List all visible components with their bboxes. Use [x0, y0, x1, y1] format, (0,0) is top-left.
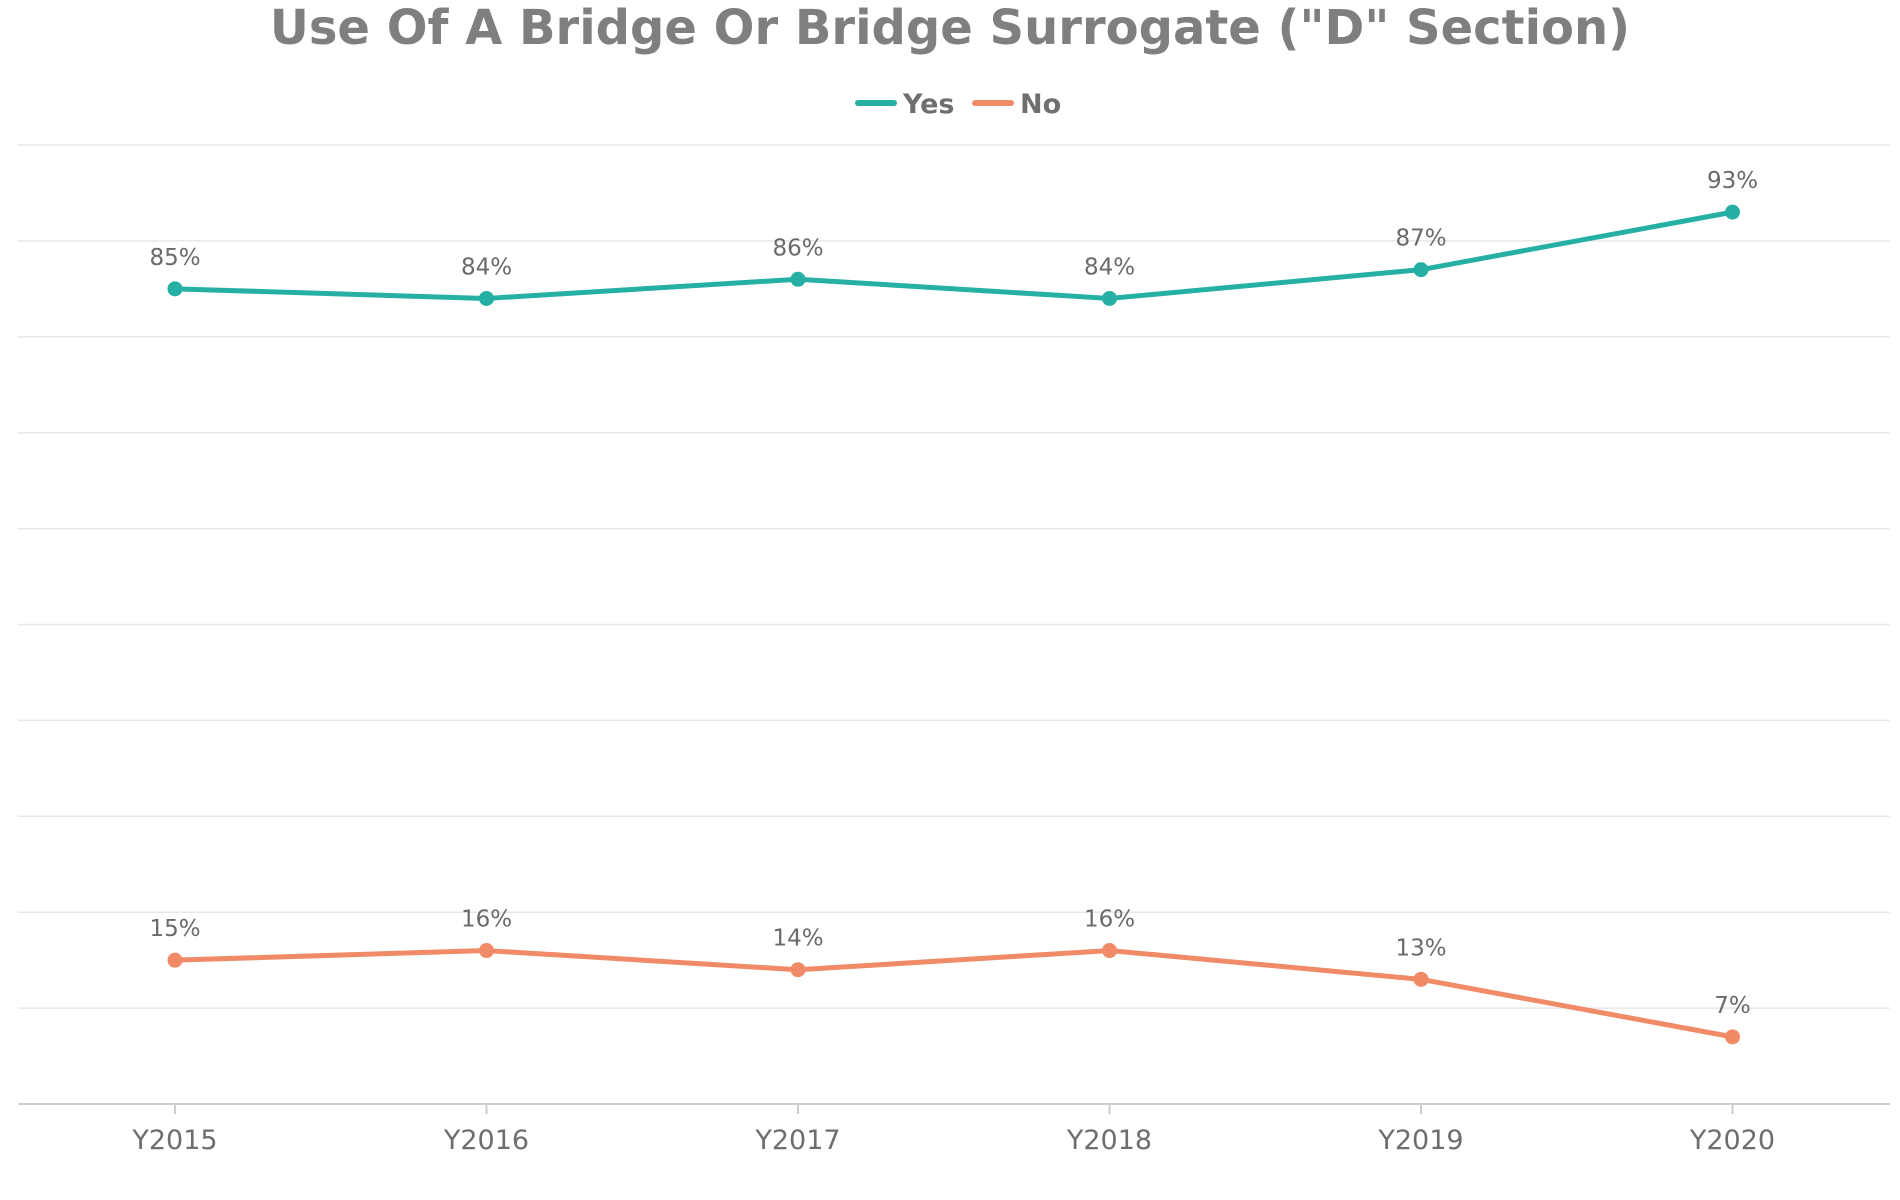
series-group: 85% 84% 86% 84% 87% 93% 15% 16% 14% 16% 13% 7% — [149, 168, 1758, 1045]
data-label: 85% — [149, 245, 200, 271]
legend-item-no[interactable]: No — [972, 89, 1061, 120]
data-point[interactable] — [479, 290, 494, 306]
chart-title: Use Of A Bridge Or Bridge Surrogate ("D"… — [270, 0, 1630, 56]
data-point[interactable] — [1102, 943, 1117, 959]
data-point[interactable] — [1725, 1029, 1740, 1045]
grid-lines — [18, 144, 1890, 1009]
x-tick-label: Y2020 — [1689, 1125, 1775, 1156]
data-label: 93% — [1707, 168, 1758, 194]
data-label: 84% — [1084, 254, 1135, 280]
data-point[interactable] — [167, 952, 183, 968]
x-tick-label: Y2019 — [1377, 1125, 1463, 1156]
legend-label: No — [1020, 89, 1061, 120]
x-tick-label: Y2017 — [754, 1125, 840, 1156]
data-point[interactable] — [1102, 290, 1117, 306]
data-point[interactable] — [1413, 971, 1429, 987]
data-label: 13% — [1395, 935, 1446, 961]
legend-item-yes[interactable]: Yes — [855, 89, 954, 120]
data-label: 84% — [461, 254, 512, 280]
series-yes: 85% 84% 86% 84% 87% 93% — [149, 168, 1758, 306]
data-label: 16% — [461, 907, 512, 933]
x-axis: Y2015 Y2016 Y2017 Y2018 Y2019 Y2020 — [18, 1103, 1890, 1156]
series-no: 15% 16% 14% 16% 13% 7% — [149, 907, 1751, 1045]
x-tick-label: Y2018 — [1066, 1125, 1152, 1156]
data-label: 16% — [1084, 907, 1135, 933]
data-label: 87% — [1395, 226, 1446, 252]
data-point[interactable] — [1413, 262, 1429, 278]
data-label: 86% — [772, 235, 823, 261]
data-point[interactable] — [790, 962, 806, 978]
data-point[interactable] — [167, 281, 183, 297]
series-line — [172, 209, 1735, 301]
legend-label: Yes — [902, 89, 954, 120]
legend[interactable]: Yes No — [855, 89, 1061, 120]
x-tick-label: Y2016 — [443, 1125, 529, 1156]
x-tick-label: Y2015 — [131, 1125, 217, 1156]
data-label: 15% — [149, 916, 200, 942]
data-point[interactable] — [479, 943, 494, 959]
data-point[interactable] — [1725, 204, 1740, 220]
series-line — [172, 948, 1735, 1040]
data-point[interactable] — [790, 271, 806, 287]
data-label: 14% — [772, 926, 823, 952]
data-label: 7% — [1714, 993, 1751, 1019]
